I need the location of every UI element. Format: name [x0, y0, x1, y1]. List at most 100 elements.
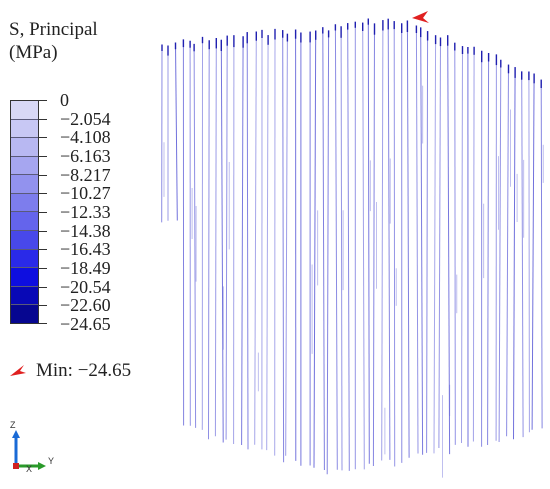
min-location-arrow-icon — [412, 11, 429, 23]
legend-tick — [39, 137, 47, 139]
legend-title-line1: S, Principal — [9, 19, 98, 40]
color-legend: 0 −2.054 −4.108 −6.163 −8.217 −10.27 −12.33 −14… — [10, 91, 160, 333]
min-location-marker — [412, 11, 429, 23]
legend-swatch — [11, 231, 38, 250]
stress-line — [381, 20, 384, 461]
legend-tick — [39, 193, 47, 195]
legend-swatch — [11, 175, 38, 194]
stress-line — [406, 20, 410, 458]
legend-value-label: −10.27 — [60, 183, 111, 204]
legend-ticks — [39, 100, 49, 324]
stress-line — [372, 23, 375, 467]
axis-triad: Z X Y — [10, 420, 54, 474]
stress-line — [415, 25, 419, 454]
stress-line — [393, 21, 396, 467]
legend-tick — [39, 230, 47, 232]
stress-line — [220, 39, 224, 443]
x-axis-marker — [13, 463, 19, 469]
legend-swatch — [11, 268, 38, 287]
stress-line — [540, 79, 543, 429]
legend-value-label: −6.163 — [60, 146, 111, 166]
stress-line — [340, 26, 343, 471]
legend-value-label: −20.54 — [60, 276, 111, 297]
stress-line — [326, 30, 330, 475]
stress-line — [362, 22, 365, 470]
stress-line — [208, 40, 210, 440]
legend-value-label: −18.49 — [60, 258, 111, 278]
stress-line — [498, 59, 502, 443]
stress-line — [438, 37, 441, 449]
legend-swatch — [11, 286, 38, 306]
stress-line — [528, 71, 530, 433]
min-label: Min: −24.65 — [36, 360, 132, 381]
stress-line — [420, 27, 424, 455]
legend-tick — [39, 268, 47, 269]
stress-line — [313, 30, 317, 468]
legend-value-label: 0 — [60, 90, 69, 110]
stress-line — [347, 23, 350, 471]
legend-tick — [39, 174, 47, 176]
stress-line — [282, 30, 285, 463]
legend-title-line2: (MPa) — [9, 42, 58, 63]
stress-line — [426, 31, 429, 453]
legend-value-label: −4.108 — [60, 127, 111, 148]
legend-labels: 0 −2.054 −4.108 −6.163 −8.217 −10.27 −12.33 −14… — [60, 91, 160, 333]
legend-swatch — [11, 249, 38, 269]
stress-line — [506, 64, 509, 437]
z-axis-arrow — [12, 430, 20, 438]
stress-line — [246, 32, 249, 450]
red-arrow-icon — [10, 365, 26, 376]
stress-line — [193, 43, 197, 428]
stress-line — [387, 18, 391, 460]
stress-line — [461, 46, 463, 444]
legend-value-label: −14.38 — [60, 220, 111, 241]
legend-tick — [39, 323, 47, 324]
stress-line — [241, 36, 244, 446]
stress-line — [433, 35, 437, 454]
stress-line — [521, 71, 524, 438]
legend-tick — [39, 100, 47, 101]
legend-tick — [39, 156, 47, 157]
stress-line — [447, 35, 451, 455]
legend-swatch — [11, 156, 38, 176]
stress-line — [487, 52, 490, 446]
y-axis-label: Y — [48, 456, 54, 466]
stress-line — [254, 31, 257, 445]
min-indicator: Min: −24.65 — [8, 360, 131, 382]
legend-tick — [39, 249, 47, 251]
stress-line — [472, 46, 475, 442]
legend-tick — [39, 212, 47, 213]
stress-line — [454, 42, 456, 445]
x-axis-label: X — [26, 464, 32, 474]
legend-swatch — [11, 212, 38, 232]
stress-line — [322, 27, 325, 471]
legend-value-label: −22.60 — [60, 295, 111, 316]
legend-tick — [39, 305, 47, 307]
stress-line — [175, 42, 178, 221]
legend-tick — [39, 118, 47, 120]
legend-title: S, Principal (MPa) — [9, 18, 98, 64]
stress-line — [531, 73, 535, 430]
legend-color-bar — [10, 100, 39, 324]
legend-value-label: −2.054 — [60, 108, 111, 129]
legend-value-label: −16.43 — [60, 239, 111, 260]
y-axis-arrow — [38, 462, 46, 470]
stress-line — [266, 35, 269, 451]
legend-value-label: −8.217 — [60, 164, 111, 185]
z-axis-label: Z — [10, 420, 16, 430]
legend-swatch — [11, 138, 38, 157]
legend-tick — [39, 286, 47, 288]
stress-line — [214, 37, 217, 437]
legend-swatch — [11, 119, 38, 139]
legend-swatch — [11, 305, 38, 323]
stress-line — [334, 24, 338, 470]
stress-line — [513, 67, 516, 440]
legend-value-label: −24.65 — [60, 314, 111, 334]
legend-value-label: −12.33 — [60, 202, 111, 222]
legend-swatch — [11, 193, 38, 213]
stress-line-field — [161, 18, 544, 478]
stress-line — [225, 35, 228, 440]
stress-line — [285, 33, 288, 456]
stress-line — [367, 18, 370, 464]
principal-stress-plot — [161, 11, 544, 478]
